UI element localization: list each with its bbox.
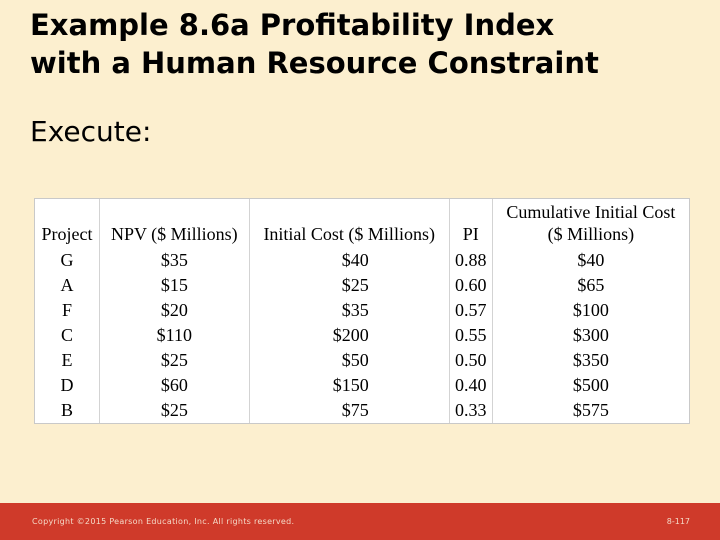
table-row: C $110 $200 0.55 $300 [35,322,689,348]
cell-pi: 0.55 [449,322,493,348]
slide-subtitle: Execute: [30,115,152,148]
slide-title: Example 8.6a Profitability Index with a … [30,6,700,82]
header-initial-cost: Initial Cost ($ Millions) [249,223,450,247]
cell-initial-cost: $40 [249,247,450,273]
cell-initial-cost: $75 [249,397,450,423]
slide-title-line-2: with a Human Resource Constraint [30,46,599,80]
footer-bar: Copyright ©2015 Pearson Education, Inc. … [0,503,720,540]
cell-npv: $60 [99,372,250,398]
table-row: D $60 $150 0.40 $500 [35,372,689,398]
table-row: F $20 $35 0.57 $100 [35,297,689,323]
copyright-text: Copyright ©2015 Pearson Education, Inc. … [32,517,295,526]
cell-cumulative-cost: $65 [577,274,605,295]
cell-project: A [35,272,100,298]
cell-npv: $110 [99,322,250,348]
cell-project: B [35,397,100,423]
pi-table: Cumulative Initial Cost Project NPV ($ M… [35,199,689,423]
cell-cumulative-cost: $100 [572,299,609,320]
header-npv: NPV ($ Millions) [99,223,250,247]
cell-npv: $25 [99,347,250,373]
cell-cumulative-cost: $500 [572,375,609,396]
table-row: G $35 $40 0.88 $40 [35,247,689,273]
cell-initial-cost: $25 [249,272,450,298]
cell-initial-cost: $35 [249,297,450,323]
cell-cumulative-cost: $350 [572,350,609,371]
cell-npv: $15 [99,272,250,298]
cell-project: F [35,297,100,323]
cell-initial-cost: $50 [249,347,450,373]
cell-initial-cost: $150 [249,372,450,398]
slide-title-line-1: Example 8.6a Profitability Index [30,8,555,42]
cell-cumulative-cost: $40 [577,249,605,270]
header-npv-spacer [99,199,250,223]
table-row: B $25 $75 0.33 $575 [35,397,689,423]
cell-pi: 0.57 [449,297,493,323]
header-project-spacer [35,199,100,223]
cell-initial-cost: $200 [249,322,450,348]
table-body: G $35 $40 0.88 $40 A $15 $25 0.60 $65 F $20 $35 0.57 $… [35,247,689,423]
cell-project: D [35,372,100,398]
header-pi: PI [449,223,493,247]
header-cumulative-line-2: ($ Millions) [547,224,635,244]
cell-cumulative-cost: $300 [572,324,609,345]
cell-npv: $20 [99,297,250,323]
cell-npv: $35 [99,247,250,273]
cell-pi: 0.60 [449,272,493,298]
pi-table-container: Cumulative Initial Cost Project NPV ($ M… [34,198,690,424]
header-project: Project [35,223,100,247]
table-row: A $15 $25 0.60 $65 [35,272,689,298]
header-cumulative-line-1: Cumulative Initial Cost [506,202,676,222]
header-pi-spacer [449,199,493,223]
cell-project: C [35,322,100,348]
cell-pi: 0.88 [449,247,493,273]
table-row: E $25 $50 0.50 $350 [35,347,689,373]
cell-cumulative-cost: $575 [572,400,609,421]
header-initial-cost-spacer [249,199,450,223]
cell-project: G [35,247,100,273]
page-number: 8-117 [666,517,690,526]
cell-pi: 0.40 [449,372,493,398]
cell-project: E [35,347,100,373]
cell-pi: 0.33 [449,397,493,423]
cell-pi: 0.50 [449,347,493,373]
cell-npv: $25 [99,397,250,423]
